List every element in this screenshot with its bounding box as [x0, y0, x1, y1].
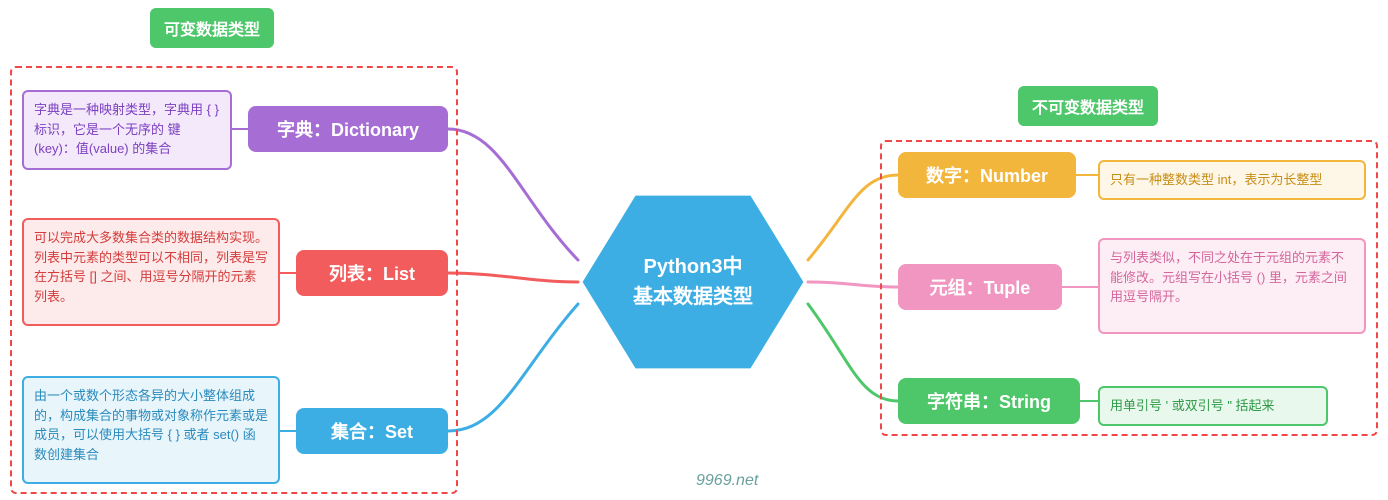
set-node: 集合：Set [296, 408, 448, 454]
dict-desc: 字典是一种映射类型，字典用 { } 标识，它是一个无序的 键(key)：值(va… [22, 90, 232, 170]
tuple-node: 元组：Tuple [898, 264, 1062, 310]
list-node: 列表：List [296, 250, 448, 296]
set-desc: 由一个或数个形态各异的大小整体组成的，构成集合的事物或对象称作元素或是成员，可以… [22, 376, 280, 484]
list-desc: 可以完成大多数集合类的数据结构实现。列表中元素的类型可以不相同，列表是写在方括号… [22, 218, 280, 326]
number-node: 数字：Number [898, 152, 1076, 198]
nodes-layer: 字典：Dictionary 字典是一种映射类型，字典用 { } 标识，它是一个无序… [0, 0, 1388, 500]
tuple-desc: 与列表类似，不同之处在于元组的元素不能修改。元组写在小括号 () 里，元素之间用… [1098, 238, 1366, 334]
string-desc: 用单引号 ' 或双引号 " 括起来 [1098, 386, 1328, 426]
dict-node: 字典：Dictionary [248, 106, 448, 152]
number-desc: 只有一种整数类型 int，表示为长整型 [1098, 160, 1366, 200]
string-node: 字符串：String [898, 378, 1080, 424]
